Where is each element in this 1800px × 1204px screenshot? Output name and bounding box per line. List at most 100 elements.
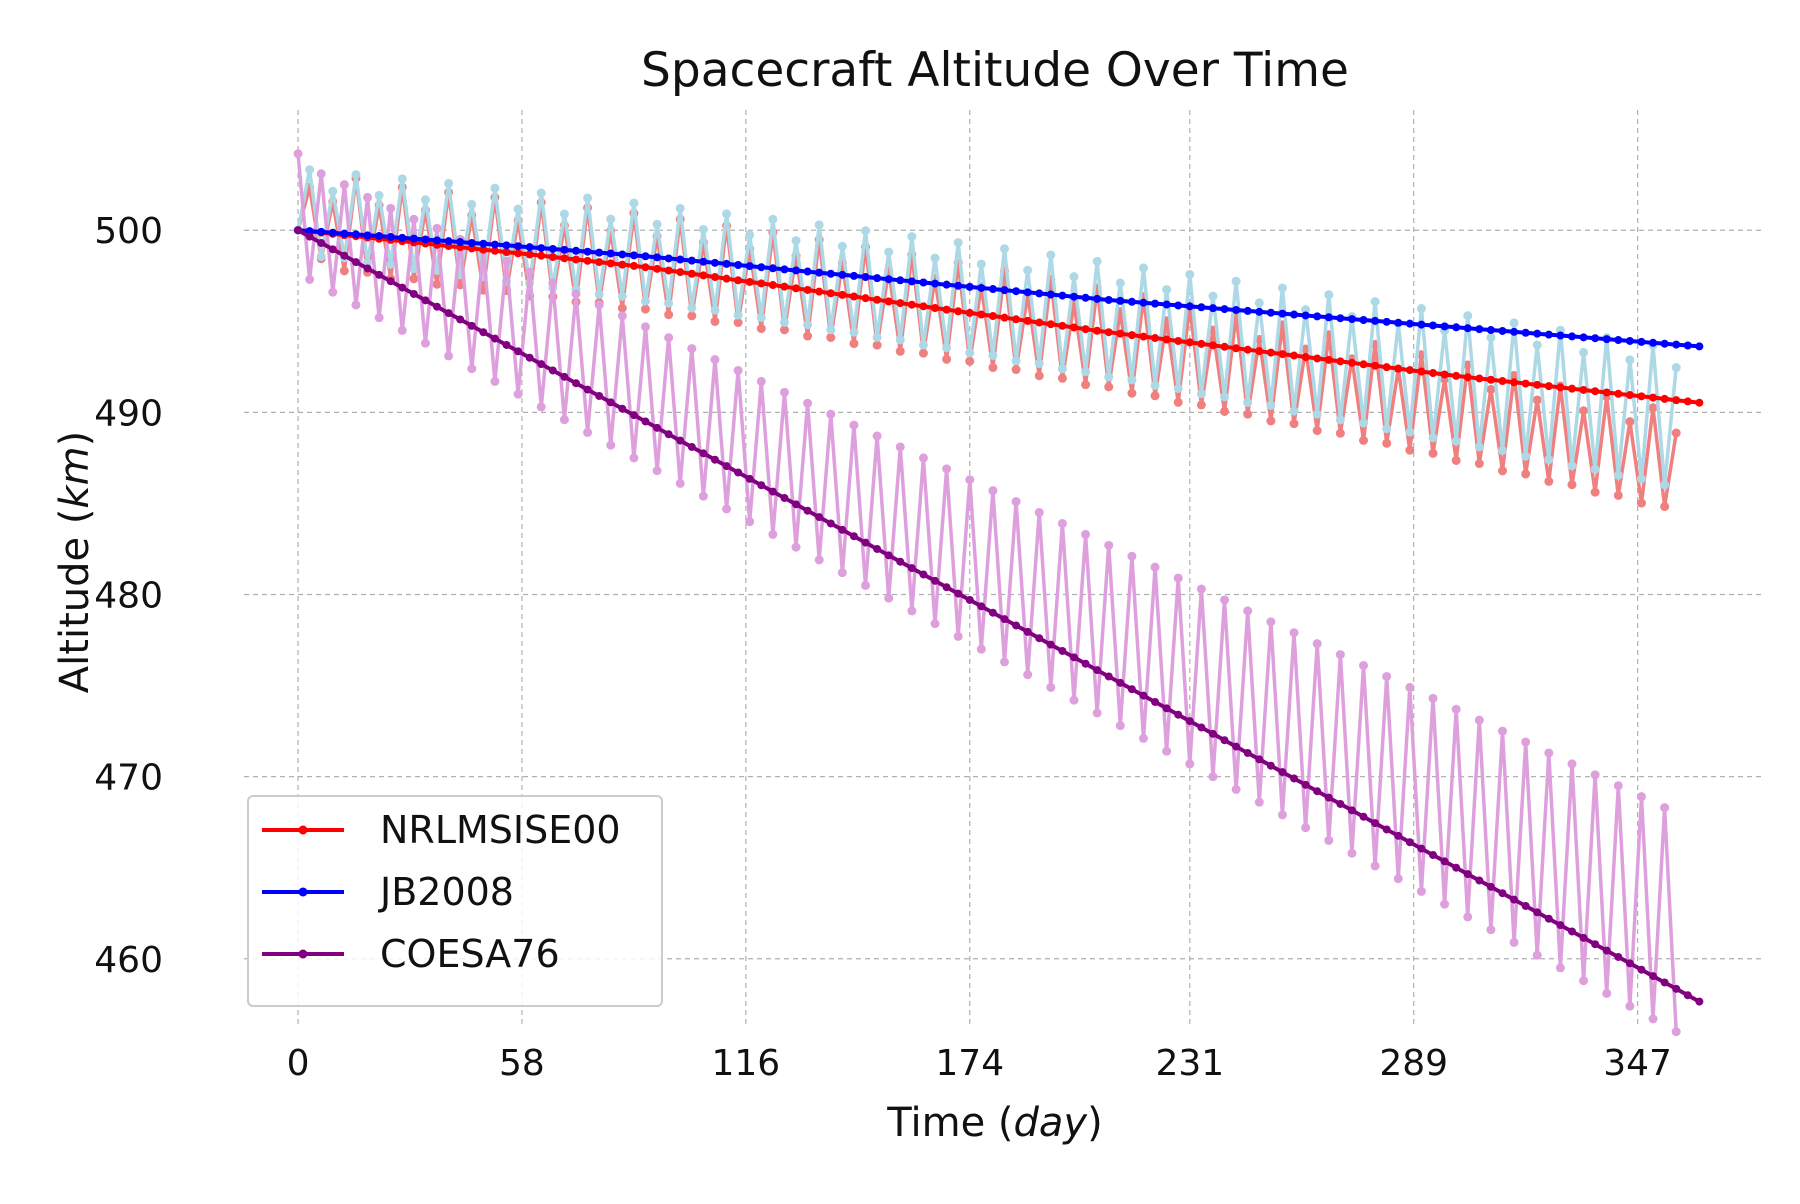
series-point-nrlmsise00 (1127, 331, 1136, 340)
series-point-nrlmsise00 (560, 254, 569, 263)
series-point-jb2008 (479, 239, 488, 248)
raw-point-coesa76 (1034, 508, 1044, 518)
raw-point-coesa76 (502, 256, 512, 266)
series-point-coesa76 (1255, 755, 1264, 764)
series-point-jb2008 (1567, 332, 1576, 341)
series-point-nrlmsise00 (826, 289, 835, 298)
series-point-coesa76 (1695, 997, 1704, 1006)
series-point-coesa76 (618, 404, 627, 413)
series-point-coesa76 (1625, 959, 1634, 968)
series-point-jb2008 (375, 232, 384, 241)
raw-point-coesa76 (1463, 912, 1473, 922)
series-point-coesa76 (803, 506, 812, 515)
series-point-jb2008 (1486, 326, 1495, 335)
raw-point-nrlmsise00 (1081, 380, 1091, 390)
raw-point-coesa76 (525, 267, 535, 277)
series-point-coesa76 (1394, 831, 1403, 840)
raw-point-nrlmsise00 (1173, 397, 1183, 407)
raw-point-coesa76 (571, 289, 581, 299)
series-point-jb2008 (1649, 338, 1658, 347)
raw-point-coesa76 (1660, 803, 1670, 813)
raw-point-jb2008 (1220, 392, 1230, 402)
series-point-jb2008 (757, 263, 766, 272)
raw-point-nrlmsise00 (617, 303, 627, 313)
series-point-jb2008 (1046, 290, 1055, 299)
raw-point-jb2008 (1069, 272, 1079, 282)
raw-point-coesa76 (1023, 670, 1033, 680)
series-point-coesa76 (1440, 857, 1449, 866)
raw-point-nrlmsise00 (1289, 419, 1299, 429)
series-point-jb2008 (583, 247, 592, 256)
x-tick-label: 289 (1379, 1043, 1448, 1084)
series-point-nrlmsise00 (1266, 348, 1275, 357)
series-point-nrlmsise00 (1232, 344, 1241, 353)
raw-point-jb2008 (1034, 359, 1044, 369)
raw-point-nrlmsise00 (1011, 365, 1021, 375)
series-point-jb2008 (525, 243, 534, 252)
raw-point-nrlmsise00 (965, 356, 975, 366)
raw-point-nrlmsise00 (1243, 409, 1253, 419)
series-point-jb2008 (1069, 292, 1078, 301)
raw-point-jb2008 (1173, 383, 1183, 393)
raw-point-jb2008 (1162, 285, 1172, 295)
series-point-nrlmsise00 (1417, 367, 1426, 376)
raw-point-nrlmsise00 (942, 354, 952, 364)
raw-point-jb2008 (1428, 433, 1438, 443)
series-point-jb2008 (340, 229, 349, 238)
series-point-coesa76 (1116, 678, 1125, 687)
series-point-jb2008 (433, 236, 442, 245)
series-point-nrlmsise00 (896, 299, 905, 308)
series-point-coesa76 (1359, 812, 1368, 821)
series-point-coesa76 (988, 608, 997, 617)
raw-point-coesa76 (328, 287, 338, 297)
raw-point-nrlmsise00 (1220, 406, 1230, 416)
series-point-coesa76 (1266, 761, 1275, 770)
raw-point-coesa76 (965, 475, 975, 485)
series-point-jb2008 (317, 227, 326, 236)
raw-point-jb2008 (837, 241, 847, 251)
raw-point-coesa76 (1289, 628, 1299, 638)
series-point-jb2008 (849, 271, 858, 280)
raw-point-nrlmsise00 (1104, 382, 1114, 392)
series-point-jb2008 (1683, 341, 1692, 350)
x-axis-label-unit: day (1014, 1100, 1089, 1146)
series-point-nrlmsise00 (710, 273, 719, 282)
series-point-nrlmsise00 (1243, 345, 1252, 354)
series-point-jb2008 (1185, 302, 1194, 311)
raw-point-nrlmsise00 (1034, 371, 1044, 381)
raw-point-jb2008 (976, 259, 986, 269)
raw-point-jb2008 (1509, 318, 1519, 328)
raw-point-coesa76 (513, 389, 523, 399)
raw-point-jb2008 (1451, 436, 1461, 446)
series-point-nrlmsise00 (942, 305, 951, 314)
series-point-jb2008 (1625, 336, 1634, 345)
series-point-coesa76 (896, 557, 905, 566)
series-point-coesa76 (1591, 940, 1600, 949)
series-point-nrlmsise00 (1116, 329, 1125, 338)
raw-point-coesa76 (363, 192, 373, 202)
series-point-nrlmsise00 (1695, 398, 1704, 407)
series-point-nrlmsise00 (884, 297, 893, 306)
series-point-jb2008 (1324, 313, 1333, 322)
series-point-nrlmsise00 (606, 259, 615, 268)
series-point-jb2008 (1475, 325, 1484, 334)
raw-point-jb2008 (1231, 276, 1241, 286)
raw-point-jb2008 (363, 258, 373, 268)
series-point-coesa76 (1104, 672, 1113, 681)
series-point-nrlmsise00 (1625, 391, 1634, 400)
series-point-coesa76 (433, 302, 442, 311)
series-point-jb2008 (1440, 322, 1449, 331)
series-point-jb2008 (548, 244, 557, 253)
raw-point-coesa76 (1544, 748, 1554, 758)
raw-point-jb2008 (1208, 291, 1218, 301)
series-point-jb2008 (722, 259, 731, 268)
x-tick-label: 0 (287, 1043, 310, 1084)
series-point-coesa76 (1081, 659, 1090, 668)
raw-point-jb2008 (1486, 333, 1496, 343)
series-point-nrlmsise00 (629, 261, 638, 270)
raw-point-coesa76 (1567, 759, 1577, 769)
series-point-coesa76 (1683, 991, 1692, 1000)
series-point-nrlmsise00 (1591, 387, 1600, 396)
series-point-jb2008 (803, 267, 812, 276)
series-point-nrlmsise00 (1440, 370, 1449, 379)
